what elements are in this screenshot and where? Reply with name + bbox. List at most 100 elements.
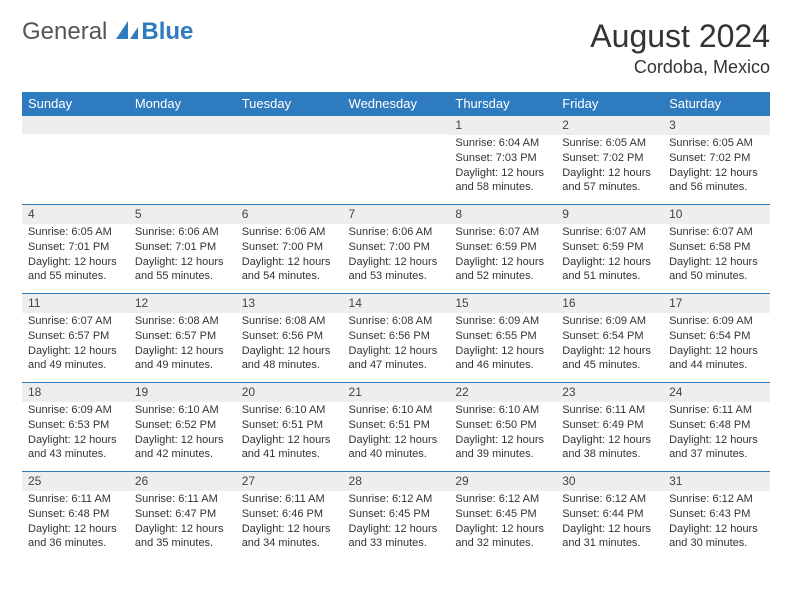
day-number-bar: 16 (556, 294, 663, 313)
day-body: Sunrise: 6:06 AMSunset: 7:00 PMDaylight:… (343, 224, 450, 293)
day-number-bar: 7 (343, 205, 450, 224)
sunrise-line: Sunrise: 6:06 AM (349, 226, 444, 240)
day-number-bar: 14 (343, 294, 450, 313)
day-number-bar: 18 (22, 383, 129, 402)
day-number-bar: 22 (449, 383, 556, 402)
day-body: Sunrise: 6:09 AMSunset: 6:54 PMDaylight:… (556, 313, 663, 382)
calendar-week-row: 1Sunrise: 6:04 AMSunset: 7:03 PMDaylight… (22, 116, 770, 205)
dow-header: Sunday (22, 92, 129, 116)
daylight-line-2: and 49 minutes. (28, 359, 123, 373)
calendar-day-cell: 13Sunrise: 6:08 AMSunset: 6:56 PMDayligh… (236, 294, 343, 383)
daylight-line-1: Daylight: 12 hours (455, 345, 550, 359)
day-body: Sunrise: 6:07 AMSunset: 6:58 PMDaylight:… (663, 224, 770, 293)
calendar-week-row: 25Sunrise: 6:11 AMSunset: 6:48 PMDayligh… (22, 472, 770, 561)
day-number-bar: 12 (129, 294, 236, 313)
day-body: Sunrise: 6:07 AMSunset: 6:57 PMDaylight:… (22, 313, 129, 382)
daylight-line-1: Daylight: 12 hours (135, 523, 230, 537)
daylight-line-2: and 42 minutes. (135, 448, 230, 462)
calendar-day-cell: 30Sunrise: 6:12 AMSunset: 6:44 PMDayligh… (556, 472, 663, 561)
sunrise-line: Sunrise: 6:11 AM (135, 493, 230, 507)
sunset-line: Sunset: 6:44 PM (562, 508, 657, 522)
sunset-line: Sunset: 6:43 PM (669, 508, 764, 522)
daylight-line-2: and 48 minutes. (242, 359, 337, 373)
daylight-line-2: and 43 minutes. (28, 448, 123, 462)
daylight-line-1: Daylight: 12 hours (28, 345, 123, 359)
sunrise-line: Sunrise: 6:09 AM (669, 315, 764, 329)
header: General Blue August 2024 Cordoba, Mexico (22, 18, 770, 78)
calendar-table: Sunday Monday Tuesday Wednesday Thursday… (22, 92, 770, 560)
calendar-day-cell (343, 116, 450, 205)
sunset-line: Sunset: 6:45 PM (349, 508, 444, 522)
daylight-line-2: and 44 minutes. (669, 359, 764, 373)
day-number-bar: 9 (556, 205, 663, 224)
day-number-bar: 11 (22, 294, 129, 313)
sunset-line: Sunset: 7:00 PM (349, 241, 444, 255)
day-body: Sunrise: 6:11 AMSunset: 6:48 PMDaylight:… (22, 491, 129, 560)
calendar-day-cell: 16Sunrise: 6:09 AMSunset: 6:54 PMDayligh… (556, 294, 663, 383)
sunrise-line: Sunrise: 6:08 AM (242, 315, 337, 329)
sunset-line: Sunset: 7:02 PM (669, 152, 764, 166)
calendar-day-cell: 23Sunrise: 6:11 AMSunset: 6:49 PMDayligh… (556, 383, 663, 472)
calendar-day-cell: 25Sunrise: 6:11 AMSunset: 6:48 PMDayligh… (22, 472, 129, 561)
sunrise-line: Sunrise: 6:10 AM (242, 404, 337, 418)
day-number-bar: 13 (236, 294, 343, 313)
day-body: Sunrise: 6:07 AMSunset: 6:59 PMDaylight:… (556, 224, 663, 293)
calendar-day-cell: 4Sunrise: 6:05 AMSunset: 7:01 PMDaylight… (22, 205, 129, 294)
sunrise-line: Sunrise: 6:09 AM (28, 404, 123, 418)
daylight-line-1: Daylight: 12 hours (242, 256, 337, 270)
day-body: Sunrise: 6:05 AMSunset: 7:02 PMDaylight:… (663, 135, 770, 204)
sunset-line: Sunset: 6:48 PM (28, 508, 123, 522)
calendar-day-cell: 28Sunrise: 6:12 AMSunset: 6:45 PMDayligh… (343, 472, 450, 561)
daylight-line-1: Daylight: 12 hours (455, 523, 550, 537)
day-number-bar: 4 (22, 205, 129, 224)
sunrise-line: Sunrise: 6:12 AM (562, 493, 657, 507)
day-number-bar: 28 (343, 472, 450, 491)
calendar-day-cell: 24Sunrise: 6:11 AMSunset: 6:48 PMDayligh… (663, 383, 770, 472)
brand-word-2: Blue (141, 18, 193, 46)
calendar-day-cell: 22Sunrise: 6:10 AMSunset: 6:50 PMDayligh… (449, 383, 556, 472)
sunrise-line: Sunrise: 6:08 AM (135, 315, 230, 329)
day-body: Sunrise: 6:10 AMSunset: 6:50 PMDaylight:… (449, 402, 556, 471)
day-body: Sunrise: 6:12 AMSunset: 6:45 PMDaylight:… (343, 491, 450, 560)
sunrise-line: Sunrise: 6:08 AM (349, 315, 444, 329)
dow-header: Tuesday (236, 92, 343, 116)
sunrise-line: Sunrise: 6:04 AM (455, 137, 550, 151)
sunset-line: Sunset: 6:59 PM (455, 241, 550, 255)
sunrise-line: Sunrise: 6:09 AM (455, 315, 550, 329)
daylight-line-1: Daylight: 12 hours (669, 256, 764, 270)
day-body: Sunrise: 6:08 AMSunset: 6:57 PMDaylight:… (129, 313, 236, 382)
day-number-bar: 1 (449, 116, 556, 135)
sunrise-line: Sunrise: 6:05 AM (669, 137, 764, 151)
sunset-line: Sunset: 6:57 PM (28, 330, 123, 344)
sunrise-line: Sunrise: 6:11 AM (242, 493, 337, 507)
calendar-day-cell: 12Sunrise: 6:08 AMSunset: 6:57 PMDayligh… (129, 294, 236, 383)
dow-header: Monday (129, 92, 236, 116)
sunrise-line: Sunrise: 6:12 AM (455, 493, 550, 507)
daylight-line-1: Daylight: 12 hours (349, 434, 444, 448)
calendar-day-cell: 31Sunrise: 6:12 AMSunset: 6:43 PMDayligh… (663, 472, 770, 561)
day-number-bar: 17 (663, 294, 770, 313)
sunset-line: Sunset: 7:01 PM (28, 241, 123, 255)
daylight-line-2: and 36 minutes. (28, 537, 123, 551)
day-body: Sunrise: 6:09 AMSunset: 6:54 PMDaylight:… (663, 313, 770, 382)
day-body: Sunrise: 6:06 AMSunset: 7:01 PMDaylight:… (129, 224, 236, 293)
sunset-line: Sunset: 6:53 PM (28, 419, 123, 433)
calendar-day-cell: 6Sunrise: 6:06 AMSunset: 7:00 PMDaylight… (236, 205, 343, 294)
calendar-day-cell: 29Sunrise: 6:12 AMSunset: 6:45 PMDayligh… (449, 472, 556, 561)
day-body: Sunrise: 6:10 AMSunset: 6:51 PMDaylight:… (343, 402, 450, 471)
day-number-bar: 5 (129, 205, 236, 224)
sunrise-line: Sunrise: 6:09 AM (562, 315, 657, 329)
calendar-day-cell: 17Sunrise: 6:09 AMSunset: 6:54 PMDayligh… (663, 294, 770, 383)
sunset-line: Sunset: 7:00 PM (242, 241, 337, 255)
day-number-bar: 3 (663, 116, 770, 135)
day-number-bar: 26 (129, 472, 236, 491)
daylight-line-2: and 55 minutes. (135, 270, 230, 284)
sunrise-line: Sunrise: 6:07 AM (455, 226, 550, 240)
day-number-bar: 15 (449, 294, 556, 313)
sunrise-line: Sunrise: 6:12 AM (349, 493, 444, 507)
brand-logo: General Blue (22, 18, 193, 46)
sunset-line: Sunset: 7:02 PM (562, 152, 657, 166)
daylight-line-1: Daylight: 12 hours (455, 167, 550, 181)
calendar-day-cell: 7Sunrise: 6:06 AMSunset: 7:00 PMDaylight… (343, 205, 450, 294)
daylight-line-1: Daylight: 12 hours (669, 167, 764, 181)
